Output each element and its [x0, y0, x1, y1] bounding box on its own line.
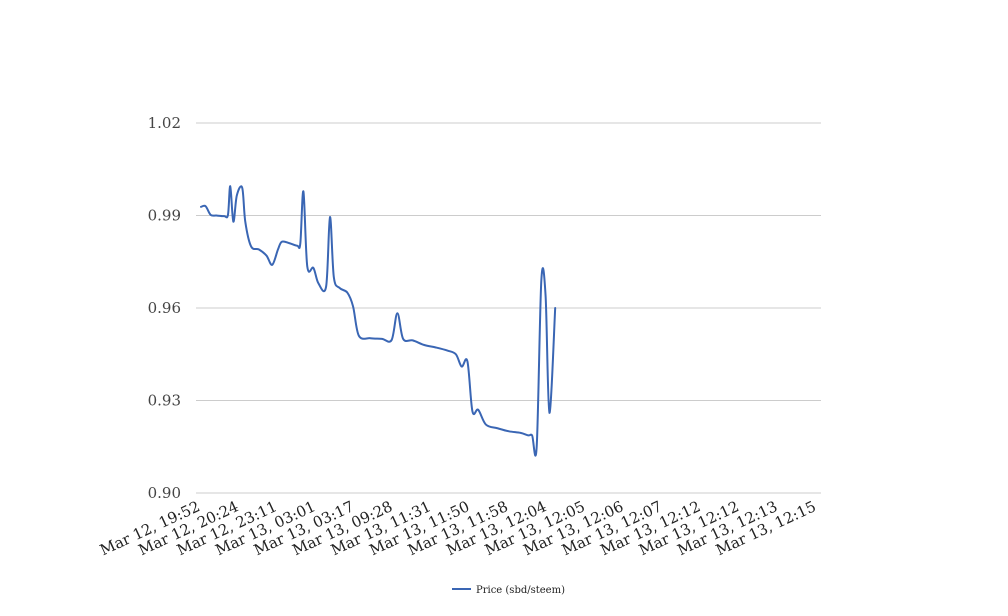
- gridlines: [196, 122, 821, 494]
- y-tick-label: 0.93: [148, 392, 181, 410]
- y-axis-ticks: 0.90 0.93 0.96 0.99 1.02: [148, 114, 181, 502]
- y-tick-label: 0.96: [148, 299, 181, 317]
- legend: Price (sbd/steem): [452, 585, 565, 596]
- y-tick-label: 0.90: [148, 484, 181, 502]
- y-tick-label: 0.99: [148, 207, 181, 225]
- legend-label: Price (sbd/steem): [476, 585, 565, 596]
- series-line: [200, 185, 557, 457]
- series-layer: [200, 185, 557, 457]
- y-tick-label: 1.02: [148, 114, 181, 132]
